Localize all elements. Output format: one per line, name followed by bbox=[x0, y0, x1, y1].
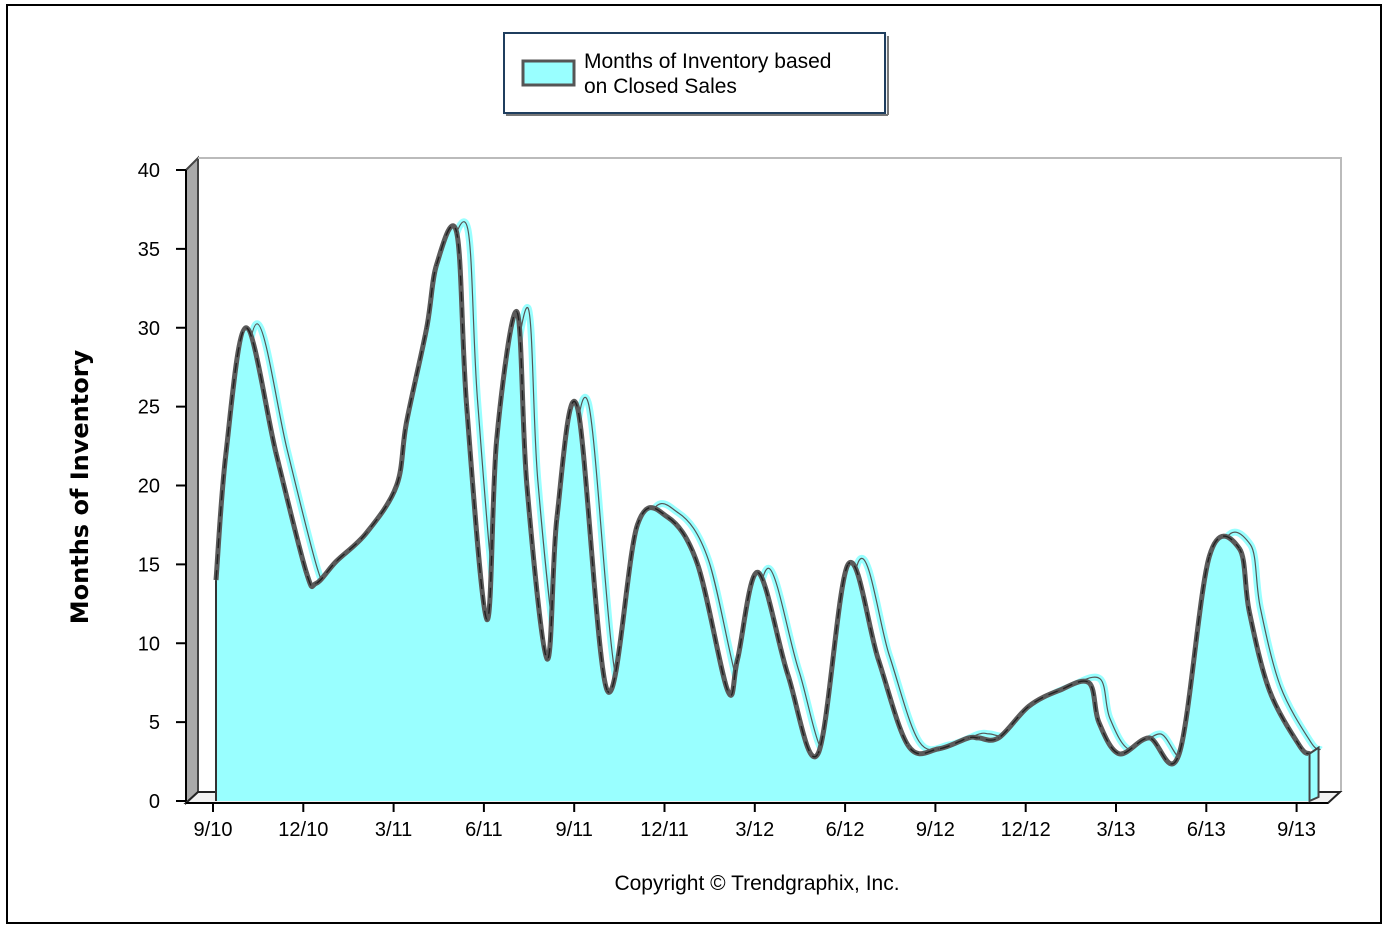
data-point bbox=[636, 524, 639, 526]
x-tick-label: 9/10 bbox=[194, 819, 233, 841]
data-point bbox=[817, 752, 819, 755]
data-point bbox=[1308, 752, 1311, 755]
data-point bbox=[215, 579, 217, 581]
data-point bbox=[877, 658, 879, 660]
x-tick-label: 3/11 bbox=[375, 819, 412, 841]
data-point bbox=[977, 737, 980, 739]
y-tick-label: 10 bbox=[138, 633, 160, 655]
data-point bbox=[907, 744, 910, 747]
data-point bbox=[526, 484, 528, 487]
back-wall-border bbox=[198, 157, 1342, 792]
data-point bbox=[516, 311, 518, 313]
legend: Months of Inventory based on Closed Sale… bbox=[503, 32, 889, 116]
data-point bbox=[245, 326, 247, 329]
series-area bbox=[213, 218, 1323, 803]
data-point bbox=[666, 516, 669, 518]
data-point bbox=[1178, 752, 1180, 755]
y-axis-label: Months of Inventory bbox=[66, 349, 94, 624]
legend-swatch bbox=[521, 59, 576, 87]
legend-label-line1: Months of Inventory based bbox=[584, 50, 831, 73]
data-point bbox=[465, 405, 468, 408]
x-tick-label: 3/13 bbox=[1097, 819, 1136, 841]
data-point bbox=[696, 563, 699, 566]
data-point bbox=[847, 563, 849, 566]
data-point bbox=[456, 232, 458, 234]
data-point bbox=[937, 748, 940, 750]
y-tick-label: 15 bbox=[138, 554, 160, 576]
data-point bbox=[1268, 689, 1271, 692]
data-point bbox=[736, 658, 739, 660]
data-point bbox=[1238, 547, 1241, 550]
x-tick-label: 6/12 bbox=[826, 819, 865, 841]
data-point bbox=[1148, 737, 1150, 739]
x-tick-label: 12/11 bbox=[640, 819, 689, 841]
y-tick-label: 40 bbox=[138, 160, 160, 182]
data-point bbox=[1058, 689, 1060, 692]
data-point bbox=[405, 421, 408, 424]
data-point bbox=[1248, 610, 1251, 613]
data-point bbox=[365, 532, 368, 534]
data-point bbox=[967, 737, 970, 739]
data-point bbox=[395, 484, 398, 487]
x-axis: 9/10 12/10 3/11 6/11 9/11 12/11 3/12 6/12 9/12 12… bbox=[186, 802, 1328, 841]
x-tick-label: 12/10 bbox=[278, 819, 328, 841]
data-point bbox=[1088, 681, 1090, 684]
data-point bbox=[425, 326, 428, 329]
y-tick-label: 35 bbox=[138, 239, 160, 261]
data-point bbox=[486, 618, 488, 621]
copyright-text: Copyright © Trendgraphix, Inc. bbox=[614, 872, 899, 895]
series-area-fill bbox=[216, 225, 1310, 802]
x-tick-label: 9/11 bbox=[555, 819, 592, 841]
data-point bbox=[556, 516, 558, 518]
y-tick-label: 25 bbox=[138, 397, 160, 419]
y-tick-label: 30 bbox=[138, 318, 160, 340]
data-point bbox=[275, 453, 278, 455]
x-tick-label: 12/12 bbox=[1001, 819, 1051, 841]
y-tick-label: 5 bbox=[149, 712, 160, 734]
data-point bbox=[606, 689, 609, 692]
x-tick-label: 6/11 bbox=[465, 819, 502, 841]
data-point bbox=[726, 689, 729, 692]
data-point bbox=[787, 674, 789, 676]
x-tick-label: 3/12 bbox=[735, 819, 774, 841]
data-point bbox=[576, 405, 578, 408]
data-point bbox=[305, 571, 308, 574]
data-point bbox=[1208, 555, 1211, 558]
data-point bbox=[496, 437, 498, 439]
data-point bbox=[225, 453, 227, 455]
left-wall bbox=[185, 155, 199, 806]
x-tick-label: 6/13 bbox=[1187, 819, 1226, 841]
y-tick-label: 20 bbox=[138, 476, 160, 498]
x-tick-label: 9/13 bbox=[1277, 819, 1316, 841]
data-point bbox=[1298, 744, 1301, 747]
data-point bbox=[757, 571, 759, 574]
legend-label-line2: on Closed Sales bbox=[584, 75, 737, 98]
data-point bbox=[335, 560, 338, 563]
data-point bbox=[315, 582, 318, 585]
data-point bbox=[546, 658, 548, 660]
data-point bbox=[1118, 752, 1120, 755]
x-tick-label: 9/12 bbox=[916, 819, 955, 841]
data-point bbox=[997, 737, 1000, 739]
y-axis: 0 5 10 15 20 25 30 35 40 bbox=[138, 160, 187, 813]
y-tick-label: 0 bbox=[149, 791, 160, 813]
data-point bbox=[1027, 705, 1030, 708]
data-point bbox=[435, 263, 438, 266]
series-end-cap bbox=[1308, 745, 1320, 803]
data-point bbox=[1098, 721, 1100, 723]
